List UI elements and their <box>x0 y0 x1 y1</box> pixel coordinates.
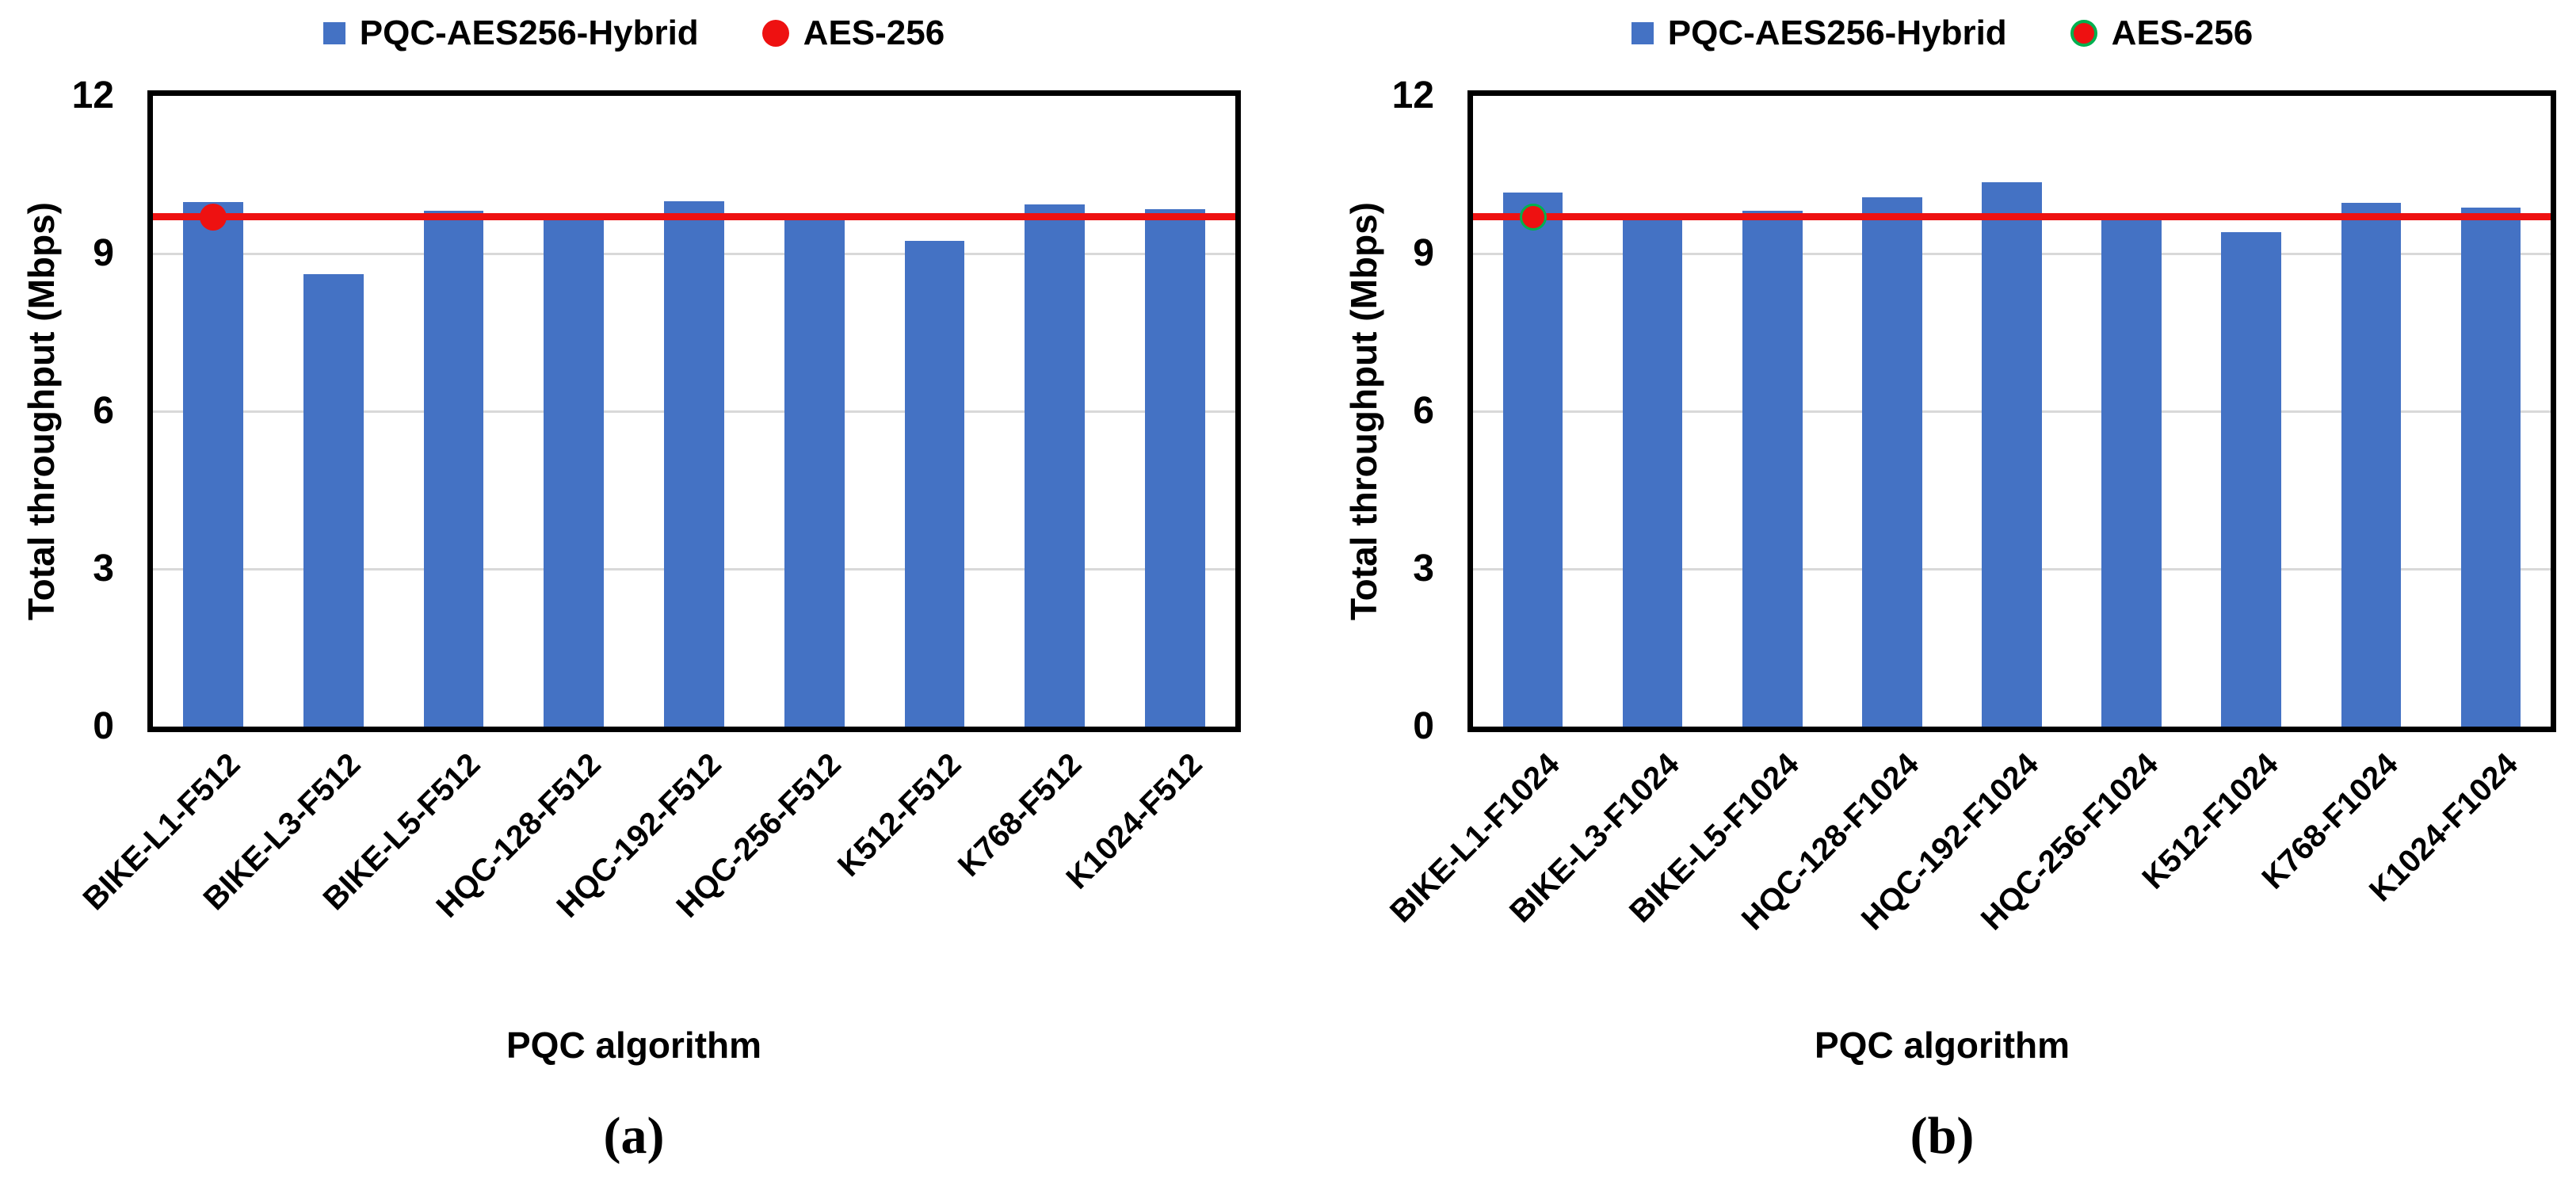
bar-K1024-F512 <box>1145 208 1206 727</box>
legend-b: PQC-AES256-Hybrid AES-256 <box>1308 8 2576 59</box>
y-tick-label-0: 0 <box>1413 705 1434 747</box>
bar-K768-F1024 <box>2341 203 2402 727</box>
bar-K1024-F1024 <box>2460 207 2521 727</box>
legend-label-aes256: AES-256 <box>2111 13 2254 52</box>
y-tick-label-0: 0 <box>93 705 114 747</box>
bar-BIKE-L5-F1024 <box>1742 210 1803 727</box>
legend-item-hybrid: PQC-AES256-Hybrid <box>1631 13 2007 53</box>
legend-item-aes256: AES-256 <box>2070 13 2254 53</box>
chart-panel-b: PQC-AES256-Hybrid AES-256 Total throughp… <box>1308 0 2576 1202</box>
aes256-marker-dot <box>199 203 227 231</box>
bar-BIKE-L3-F512 <box>303 273 364 727</box>
plot-area-a: 0 3 6 9 12 BIKE-L1-F512 BIKE-L3-F512 BIKE-L5-F5… <box>72 77 1241 925</box>
plot-area-b: 0 3 6 9 12 BIKE-L1-F1024 BIKE-L3-F1024 BIKE-L5-… <box>1383 77 2556 937</box>
y-tick-label-12: 12 <box>71 74 114 116</box>
legend-a: PQC-AES256-Hybrid AES-256 <box>0 8 1268 59</box>
bar-K768-F512 <box>1025 204 1086 727</box>
reference-line-aes256 <box>153 213 1235 221</box>
bar-HQC-128-F512 <box>544 218 605 727</box>
bar-HQC-256-F1024 <box>2101 216 2162 727</box>
bar-K512-F512 <box>904 241 965 727</box>
bar-K512-F1024 <box>2221 232 2281 727</box>
x-axis-title-a: PQC algorithm <box>506 1025 762 1066</box>
y-tick-label-6: 6 <box>1413 390 1434 432</box>
bar-BIKE-L1-F512 <box>182 201 243 727</box>
y-tick-label-3: 3 <box>93 548 114 590</box>
legend-item-aes256: AES-256 <box>761 13 945 53</box>
y-tick-label-9: 9 <box>1413 232 1434 274</box>
legend-label-hybrid: PQC-AES256-Hybrid <box>1667 13 2007 52</box>
legend-item-hybrid: PQC-AES256-Hybrid <box>322 13 699 53</box>
bar-BIKE-L5-F512 <box>423 210 484 727</box>
bar-HQC-192-F1024 <box>1982 181 2042 727</box>
y-tick-label-3: 3 <box>1413 548 1434 590</box>
panel-caption-b: (b) <box>1910 1107 1975 1165</box>
bar-BIKE-L3-F1024 <box>1622 219 1683 727</box>
bar-BIKE-L1-F1024 <box>1502 193 1563 727</box>
x-axis-title-b: PQC algorithm <box>1814 1025 2070 1066</box>
x-category-label-K512-F512: K512-F512 <box>831 746 968 883</box>
legend-square-marker-icon <box>322 22 345 44</box>
chart-panel-a: PQC-AES256-Hybrid AES-256 Total throughp… <box>0 8 1268 1165</box>
legend-dot-marker-icon <box>761 20 789 47</box>
legend-label-aes256: AES-256 <box>803 13 945 52</box>
bar-HQC-192-F512 <box>664 200 724 727</box>
legend-dot-marker-icon <box>2070 20 2097 47</box>
y-tick-label-6: 6 <box>93 390 114 432</box>
y-tick-label-12: 12 <box>1391 74 1434 116</box>
legend-label-hybrid: PQC-AES256-Hybrid <box>359 13 699 52</box>
y-tick-label-9: 9 <box>93 232 114 274</box>
bar-HQC-128-F1024 <box>1862 197 1922 727</box>
reference-line-aes256 <box>1473 213 2551 221</box>
legend-square-marker-icon <box>1631 22 1654 44</box>
bar-HQC-256-F512 <box>784 215 845 727</box>
panel-caption-a: (a) <box>603 1107 665 1165</box>
aes256-marker-dot <box>1519 203 1547 231</box>
